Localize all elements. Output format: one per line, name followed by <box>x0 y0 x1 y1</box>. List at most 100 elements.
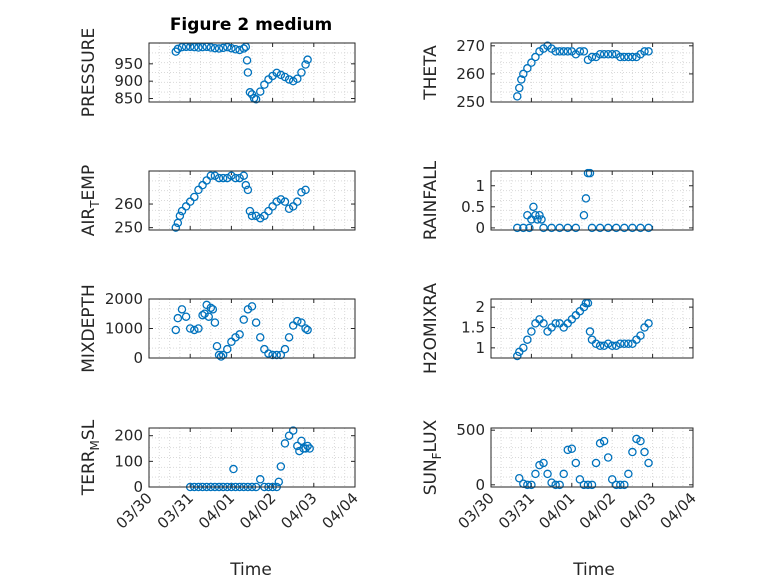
y-tick-label: 1000 <box>105 320 143 338</box>
data-point <box>223 173 232 183</box>
data-point <box>559 469 568 479</box>
data-point <box>284 333 294 342</box>
data-point <box>305 444 314 453</box>
data-point <box>583 480 593 490</box>
data-point <box>595 49 605 59</box>
y-tick-label: 260 <box>114 195 143 213</box>
x-tick-label: 04/01 <box>535 489 578 532</box>
data-point <box>210 171 220 180</box>
data-point <box>171 223 181 232</box>
panel-rainfall: 0 0.5 1 RAINFALL <box>421 160 694 240</box>
data-point <box>533 215 542 224</box>
data-point <box>223 344 232 354</box>
data-point <box>204 312 213 321</box>
figure-title: Figure 2 medium <box>170 15 332 35</box>
data-point <box>251 211 261 221</box>
data-point <box>181 312 191 321</box>
data-point <box>202 176 211 185</box>
data-point <box>303 441 312 451</box>
data-point <box>177 42 187 52</box>
data-point <box>539 458 548 468</box>
data-point <box>301 444 310 453</box>
y-tick-label: 0 <box>133 478 143 496</box>
data-point <box>260 80 269 89</box>
panel-h2omixra: 1 1.5 2 H2OMIXRA <box>421 283 694 374</box>
data-point <box>206 303 216 313</box>
data-point <box>607 49 617 59</box>
data-point <box>603 453 613 462</box>
y-axis-label: MIXDEPTH <box>79 284 99 373</box>
data-point <box>264 349 273 358</box>
data-point <box>537 215 546 224</box>
y-axis-label: AIRTEMP <box>79 165 102 236</box>
data-point <box>591 339 601 349</box>
data-point <box>595 341 605 351</box>
y-axis-label: H2OMIXRA <box>421 283 441 374</box>
y-tick-label: 250 <box>114 219 143 237</box>
data-point <box>210 43 220 53</box>
y-tick-label: 250 <box>456 93 485 111</box>
axes-frame <box>148 427 356 488</box>
y-tick-label: 260 <box>456 65 485 83</box>
data-point <box>571 223 581 233</box>
y-tick-label: 850 <box>114 90 143 108</box>
data-point <box>555 223 564 233</box>
axes-frame <box>148 170 356 231</box>
data-point <box>214 173 224 183</box>
data-point <box>515 83 524 93</box>
x-tick-label: 03/31 <box>154 489 197 532</box>
data-point <box>529 202 538 212</box>
data-point <box>636 436 645 446</box>
axes-frame <box>490 427 694 488</box>
data-point <box>235 330 244 339</box>
data-point <box>212 341 222 351</box>
data-point <box>543 469 552 479</box>
data-point <box>194 324 203 333</box>
y-tick-label: 500 <box>456 421 485 439</box>
data-point <box>523 480 532 490</box>
y-tick-label: 270 <box>456 37 485 55</box>
data-point <box>515 474 524 483</box>
data-point <box>276 195 286 204</box>
data-point <box>640 47 649 56</box>
data-point <box>231 173 240 183</box>
data-point <box>579 47 589 56</box>
x-tick-label: 03/31 <box>495 489 538 532</box>
data-point <box>585 168 595 178</box>
data-point <box>632 434 641 444</box>
data-point <box>177 206 187 216</box>
data-point <box>245 88 255 97</box>
x-tick-label: 04/04 <box>657 489 700 532</box>
data-point <box>579 210 589 220</box>
y-tick-label: 1.5 <box>461 318 485 336</box>
data-point <box>628 447 637 457</box>
x-tick-label: 04/02 <box>236 489 279 532</box>
data-point <box>531 210 540 220</box>
data-point <box>531 469 540 479</box>
y-tick-label: 2 <box>475 298 485 316</box>
data-point <box>297 68 306 77</box>
data-point <box>194 185 203 195</box>
y-axis-label: PRESSURE <box>79 28 99 117</box>
data-point <box>599 341 609 351</box>
data-point <box>559 47 568 56</box>
data-point <box>303 55 312 64</box>
panel-theta: 250 260 270 THETA <box>421 37 694 111</box>
data-point <box>611 341 621 351</box>
data-point <box>636 331 645 340</box>
data-point <box>255 213 265 223</box>
panel-terr_msl: 010020003/3003/3104/0104/0204/0304/04TER… <box>79 419 362 532</box>
data-point <box>293 197 302 206</box>
data-point <box>551 480 560 490</box>
data-point <box>547 223 556 233</box>
data-point <box>599 436 609 446</box>
data-point <box>563 445 573 455</box>
data-point <box>555 47 564 56</box>
data-point <box>301 324 310 333</box>
axes-frame <box>490 298 694 359</box>
data-point <box>620 480 629 490</box>
x-tick-label: 04/02 <box>576 489 619 532</box>
x-axis-label-right: Time <box>572 560 615 580</box>
data-point <box>585 327 595 336</box>
data-point <box>513 351 522 361</box>
